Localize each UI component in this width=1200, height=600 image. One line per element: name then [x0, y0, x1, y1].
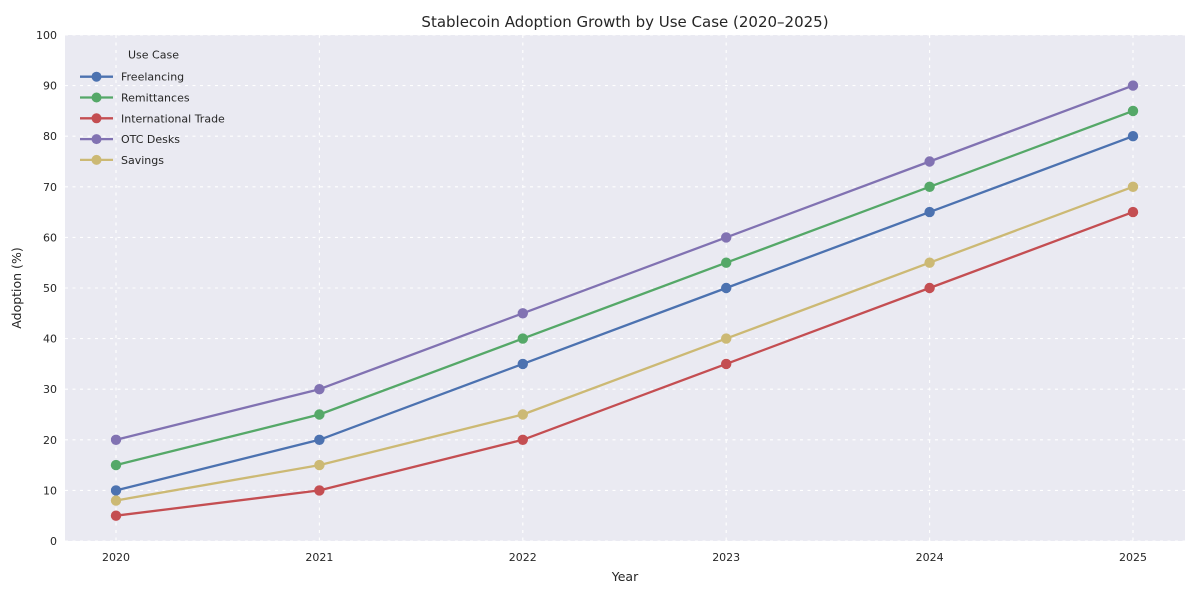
- legend-swatch-marker-international-trade: [91, 113, 102, 124]
- data-point-remittances-2023: [721, 257, 732, 268]
- y-tick-label: 80: [43, 130, 57, 143]
- data-point-international-trade-2022: [517, 434, 528, 445]
- data-point-otc-desks-2022: [517, 308, 528, 319]
- data-point-freelancing-2025: [1127, 131, 1139, 142]
- y-tick-label: 40: [43, 333, 57, 346]
- data-point-savings-2020: [110, 495, 122, 506]
- data-point-remittances-2022: [517, 333, 528, 344]
- y-tick-label: 10: [43, 484, 57, 497]
- series-layer: [110, 80, 1139, 521]
- data-point-savings-2021: [314, 459, 325, 471]
- data-point-international-trade-2025: [1127, 206, 1139, 218]
- x-tick-label: 2021: [305, 551, 333, 564]
- data-point-freelancing-2020: [110, 485, 122, 496]
- y-tick-label: 20: [43, 434, 57, 447]
- y-tick-label: 60: [43, 231, 57, 244]
- legend-swatch-marker-freelancing: [91, 71, 102, 82]
- series-line-otc-desks: [114, 84, 1135, 441]
- data-point-international-trade-2021: [314, 485, 325, 496]
- y-tick-label: 90: [43, 80, 57, 93]
- data-point-otc-desks-2023: [721, 232, 732, 243]
- legend-swatch-marker-savings: [91, 154, 102, 165]
- data-point-remittances-2024: [924, 181, 935, 192]
- legend-title: Use Case: [128, 49, 179, 62]
- data-point-freelancing-2023: [721, 282, 732, 294]
- data-point-remittances-2020: [110, 459, 122, 471]
- x-tick-label: 2023: [712, 551, 740, 564]
- data-point-otc-desks-2020: [110, 434, 122, 445]
- y-tick-label: 50: [43, 282, 57, 295]
- data-point-savings-2024: [924, 257, 935, 268]
- data-point-otc-desks-2025: [1127, 80, 1139, 91]
- chart-title: Stablecoin Adoption Growth by Use Case (…: [421, 13, 828, 31]
- legend-label-international-trade: International Trade: [121, 112, 225, 125]
- x-tick-label: 2022: [509, 551, 537, 564]
- legend: Use Case Freelancing Remittances Internatio…: [80, 49, 225, 167]
- data-point-savings-2025: [1127, 181, 1139, 192]
- tick-layer: 0 10 20 30 40 50 60 70 80 90 100 2020 2021 2022 2023 20…: [36, 29, 1147, 564]
- data-point-international-trade-2024: [924, 282, 935, 294]
- data-point-international-trade-2020: [110, 510, 122, 521]
- data-point-international-trade-2023: [721, 358, 732, 370]
- data-point-remittances-2021: [314, 409, 325, 420]
- y-tick-label: 30: [43, 383, 57, 396]
- x-tick-label: 2020: [102, 551, 130, 564]
- y-axis-label: Adoption (%): [9, 247, 24, 328]
- data-point-remittances-2025: [1127, 105, 1139, 117]
- y-tick-label: 0: [50, 535, 57, 548]
- legend-label-savings: Savings: [121, 154, 164, 167]
- data-point-freelancing-2021: [314, 434, 325, 445]
- legend-label-otc-desks: OTC Desks: [121, 133, 180, 146]
- x-axis-label: Year: [611, 569, 639, 584]
- x-tick-label: 2024: [916, 551, 944, 564]
- data-point-freelancing-2024: [924, 206, 935, 218]
- data-point-savings-2023: [721, 333, 732, 344]
- series-line-freelancing: [114, 135, 1135, 492]
- x-tick-label: 2025: [1119, 551, 1147, 564]
- y-tick-label: 100: [36, 29, 57, 42]
- data-point-savings-2022: [517, 409, 528, 420]
- legend-label-remittances: Remittances: [121, 92, 190, 105]
- legend-label-freelancing: Freelancing: [121, 71, 184, 84]
- series-line-remittances: [114, 109, 1135, 467]
- grid-layer: [65, 34, 1185, 542]
- data-point-otc-desks-2024: [924, 156, 935, 167]
- series-line-international-trade: [114, 210, 1135, 517]
- data-point-freelancing-2022: [517, 358, 528, 370]
- series-line-savings: [114, 185, 1135, 502]
- legend-swatch-marker-otc-desks: [91, 134, 102, 145]
- legend-swatch-marker-remittances: [91, 92, 102, 103]
- y-tick-label: 70: [43, 181, 57, 194]
- data-point-otc-desks-2021: [314, 384, 325, 395]
